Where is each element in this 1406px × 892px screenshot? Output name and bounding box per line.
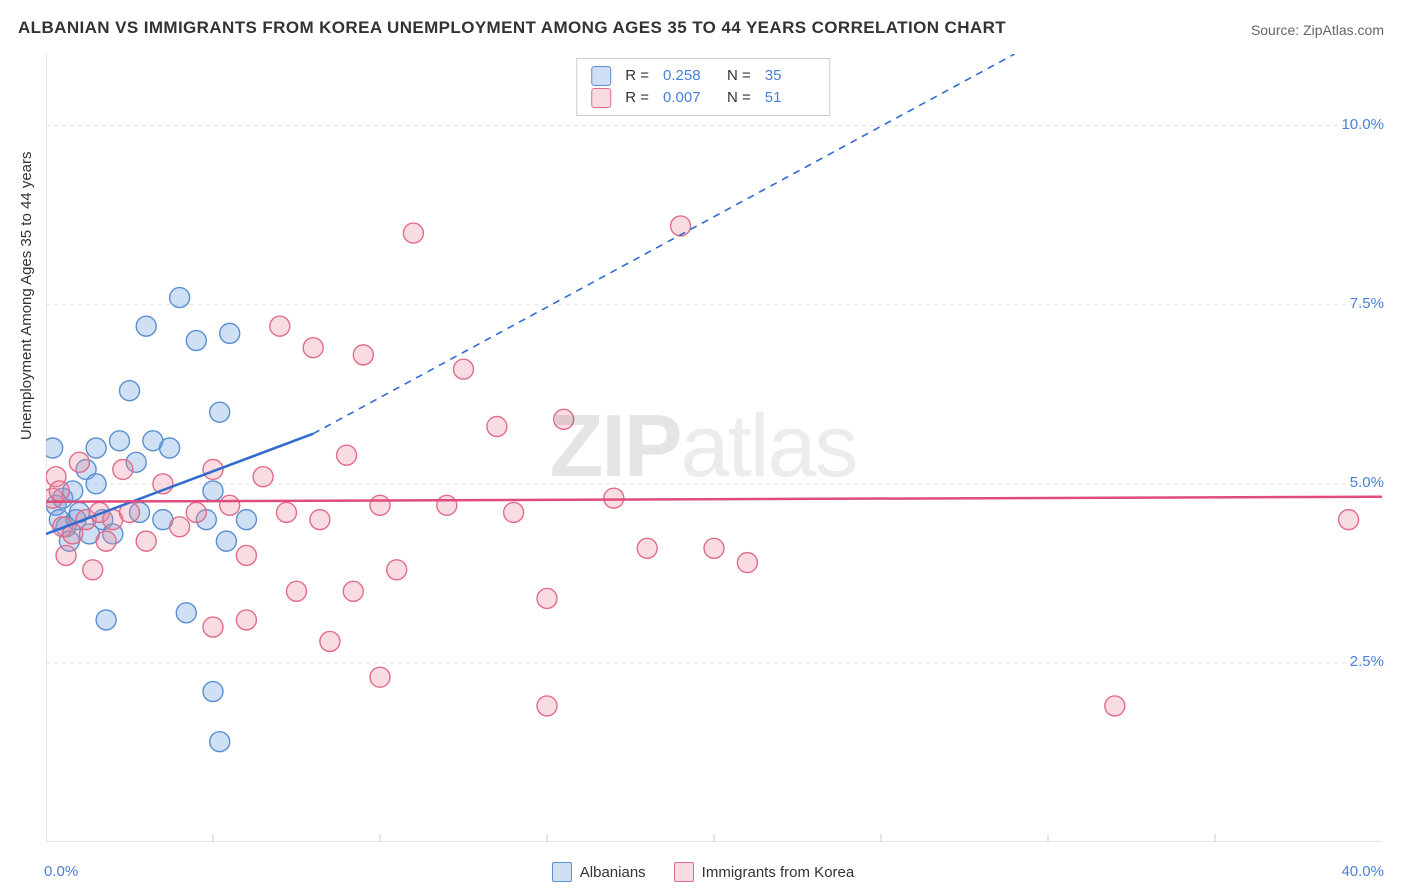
legend-item: Immigrants from Korea — [674, 862, 855, 882]
data-point — [504, 502, 524, 522]
data-point — [310, 510, 330, 530]
data-point — [704, 538, 724, 558]
data-point — [370, 667, 390, 687]
data-point — [86, 438, 106, 458]
chart-source: Source: ZipAtlas.com — [1251, 22, 1384, 38]
correlation-chart: ALBANIAN VS IMMIGRANTS FROM KOREA UNEMPL… — [0, 0, 1406, 892]
y-tick-label: 2.5% — [1350, 653, 1384, 670]
data-point — [160, 438, 180, 458]
data-point — [96, 531, 116, 551]
data-point — [109, 431, 129, 451]
y-tick-label: 10.0% — [1341, 116, 1384, 133]
legend-label: Immigrants from Korea — [702, 864, 855, 881]
legend-n-value: 35 — [765, 65, 815, 87]
data-point — [403, 223, 423, 243]
data-point — [170, 288, 190, 308]
data-point — [236, 510, 256, 530]
data-point — [203, 481, 223, 501]
data-point — [210, 402, 230, 422]
bottom-legend: Albanians Immigrants from Korea — [0, 862, 1406, 882]
data-point — [120, 381, 140, 401]
data-point — [203, 682, 223, 702]
legend-r-label: R = — [625, 65, 649, 87]
chart-title: ALBANIAN VS IMMIGRANTS FROM KOREA UNEMPL… — [18, 18, 1006, 38]
data-point — [186, 502, 206, 522]
data-point — [96, 610, 116, 630]
data-point — [236, 545, 256, 565]
trend-line — [46, 497, 1382, 502]
legend-swatch — [591, 88, 611, 108]
data-point — [46, 438, 63, 458]
stats-legend-row: R = 0.258 N = 35 — [591, 65, 815, 87]
data-point — [49, 481, 69, 501]
legend-swatch — [552, 862, 572, 882]
data-point — [210, 732, 230, 752]
y-tick-label: 5.0% — [1350, 474, 1384, 491]
data-point — [216, 531, 236, 551]
data-point — [554, 409, 574, 429]
legend-n-value: 51 — [765, 87, 815, 109]
data-point — [454, 359, 474, 379]
data-point — [253, 467, 273, 487]
data-point — [487, 417, 507, 437]
data-point — [170, 517, 190, 537]
data-point — [186, 331, 206, 351]
data-point — [537, 588, 557, 608]
y-axis-label: Unemployment Among Ages 35 to 44 years — [18, 151, 35, 440]
data-point — [737, 553, 757, 573]
legend-r-label: R = — [625, 87, 649, 109]
data-point — [276, 502, 296, 522]
data-point — [113, 459, 133, 479]
y-tick-label: 7.5% — [1350, 295, 1384, 312]
data-point — [270, 316, 290, 336]
stats-legend-row: R = 0.007 N = 51 — [591, 87, 815, 109]
plot-area — [46, 54, 1382, 842]
data-point — [320, 631, 340, 651]
data-point — [176, 603, 196, 623]
data-point — [343, 581, 363, 601]
data-point — [370, 495, 390, 515]
data-point — [136, 531, 156, 551]
data-point — [69, 452, 89, 472]
legend-r-value: 0.258 — [663, 65, 713, 87]
legend-r-value: 0.007 — [663, 87, 713, 109]
legend-label: Albanians — [580, 864, 646, 881]
data-point — [203, 617, 223, 637]
data-point — [136, 316, 156, 336]
data-point — [353, 345, 373, 365]
data-point — [337, 445, 357, 465]
data-point — [83, 560, 103, 580]
legend-item: Albanians — [552, 862, 646, 882]
stats-legend: R = 0.258 N = 35 R = 0.007 N = 51 — [576, 58, 830, 116]
legend-swatch — [674, 862, 694, 882]
data-point — [637, 538, 657, 558]
data-point — [387, 560, 407, 580]
data-point — [1105, 696, 1125, 716]
data-point — [437, 495, 457, 515]
data-point — [287, 581, 307, 601]
data-point — [220, 495, 240, 515]
data-point — [56, 545, 76, 565]
legend-n-label: N = — [727, 65, 751, 87]
data-point — [671, 216, 691, 236]
data-point — [86, 474, 106, 494]
legend-n-label: N = — [727, 87, 751, 109]
data-point — [303, 338, 323, 358]
data-point — [220, 323, 240, 343]
data-point — [537, 696, 557, 716]
data-point — [1339, 510, 1359, 530]
legend-swatch — [591, 66, 611, 86]
data-point — [236, 610, 256, 630]
data-point — [604, 488, 624, 508]
